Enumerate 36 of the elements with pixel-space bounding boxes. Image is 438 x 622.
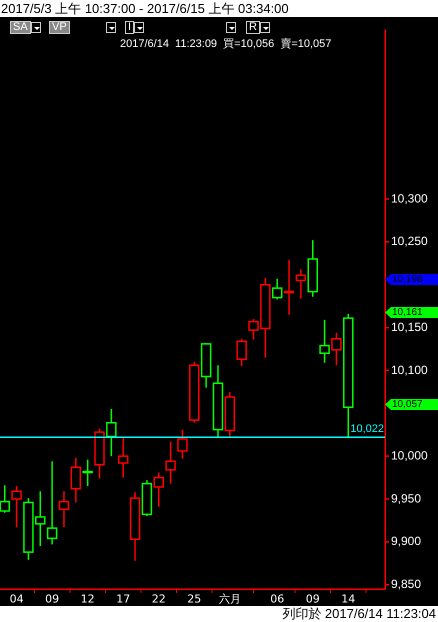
ref-line-label: 10,022 (350, 422, 384, 435)
annotation: SA (10, 21, 31, 34)
annotation: R (246, 21, 260, 34)
x-tick-label: 14 (341, 592, 356, 606)
candlestick (58, 490, 70, 528)
text: 2017/6/14 11:23:09 買=10,056 賣=10,057 (120, 36, 332, 51)
y-tick-label: 10,250 (391, 234, 428, 248)
y-tick-label: 9,900 (391, 534, 422, 548)
text: 10,198 (385, 274, 438, 285)
x-tick-label: 04 (10, 592, 24, 606)
y-tick-label: 10,000 (391, 448, 428, 462)
candlestick (165, 440, 176, 484)
x-tick-label: 09 (45, 592, 60, 606)
y-tick-label: 9,850 (391, 577, 422, 592)
annotation: VP (49, 21, 70, 34)
x-tick-label: 17 (116, 592, 130, 606)
y-tick-label: 10,300 (391, 191, 428, 206)
chart-title: 2017/5/3 上午 10:37:00 - 2017/6/15 上午 03:34:00 (1, 0, 289, 17)
x-tick-label: 22 (152, 592, 166, 606)
candlestick (46, 460, 58, 546)
annotation: I (125, 21, 134, 34)
x-tick-label: 06 (270, 592, 284, 606)
x-tick-label: 六月 (218, 592, 241, 606)
text: 10,057 (385, 399, 438, 410)
x-tick-label: 12 (80, 592, 95, 606)
candlestick (118, 436, 128, 478)
y-tick-label: 10,150 (391, 320, 428, 334)
x-tick-label: 25 (187, 592, 202, 606)
candlestick (177, 428, 188, 460)
y-tick-label: 9,950 (391, 491, 422, 506)
candlestick (236, 338, 247, 367)
candlestick (11, 485, 22, 528)
x-tick-label: 09 (306, 592, 320, 606)
text: 列印於 2017/6/14 11:23:04 (282, 606, 436, 622)
text: 10,161 (385, 307, 438, 318)
y-tick-label: 10,100 (391, 362, 428, 377)
